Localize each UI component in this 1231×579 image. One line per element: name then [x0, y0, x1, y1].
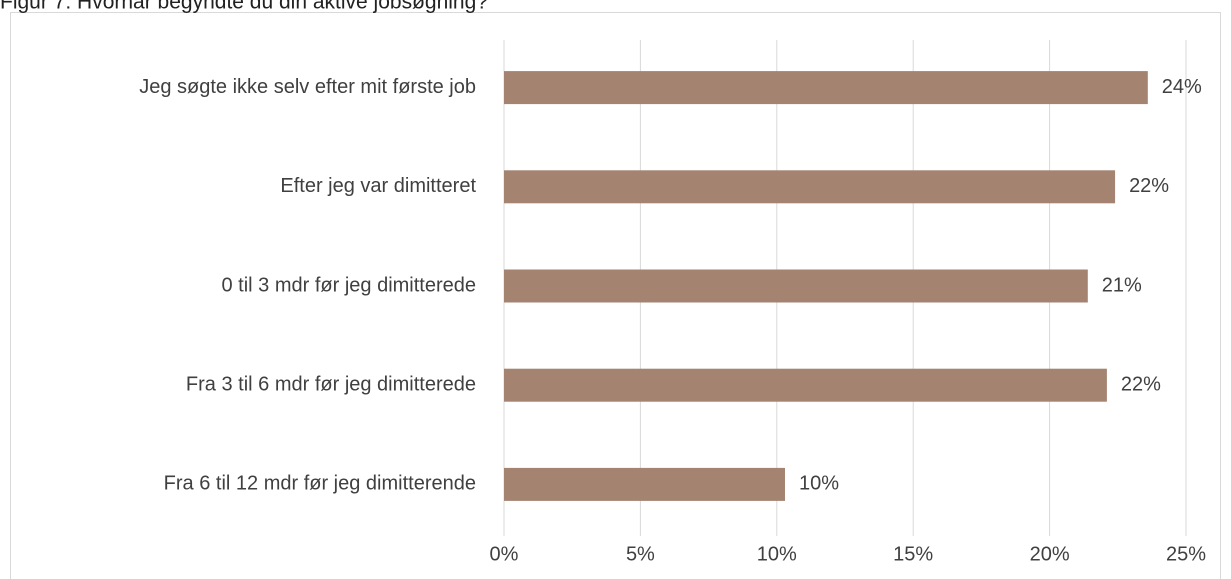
x-tick-label: 10%: [757, 543, 797, 565]
x-tick-label: 20%: [1030, 543, 1070, 565]
chart-frame: [10, 12, 1221, 579]
y-tick-label: Fra 3 til 6 mdr før jeg dimitterede: [186, 373, 476, 395]
x-tick-label: 5%: [626, 543, 655, 565]
data-label: 22%: [1121, 373, 1161, 395]
data-label: 24%: [1162, 76, 1202, 98]
data-label: 21%: [1102, 274, 1142, 296]
y-tick-label: Efter jeg var dimitteret: [280, 175, 476, 197]
chart-title: Figur 7: Hvornår begyndte du din aktive …: [0, 0, 488, 14]
bar: [504, 368, 1107, 402]
bar: [504, 269, 1088, 303]
bar: [504, 467, 785, 501]
x-tick-label: 15%: [893, 543, 933, 565]
x-tick-label: 25%: [1166, 543, 1206, 565]
y-tick-label: 0 til 3 mdr før jeg dimitterede: [221, 274, 476, 296]
bar: [504, 170, 1116, 204]
data-label: 22%: [1129, 175, 1169, 197]
x-tick-label: 0%: [490, 543, 519, 565]
bar: [504, 71, 1148, 105]
data-label: 10%: [799, 473, 839, 495]
y-tick-label: Jeg søgte ikke selv efter mit første job: [139, 76, 476, 98]
y-tick-label: Fra 6 til 12 mdr før jeg dimitterende: [164, 473, 476, 495]
